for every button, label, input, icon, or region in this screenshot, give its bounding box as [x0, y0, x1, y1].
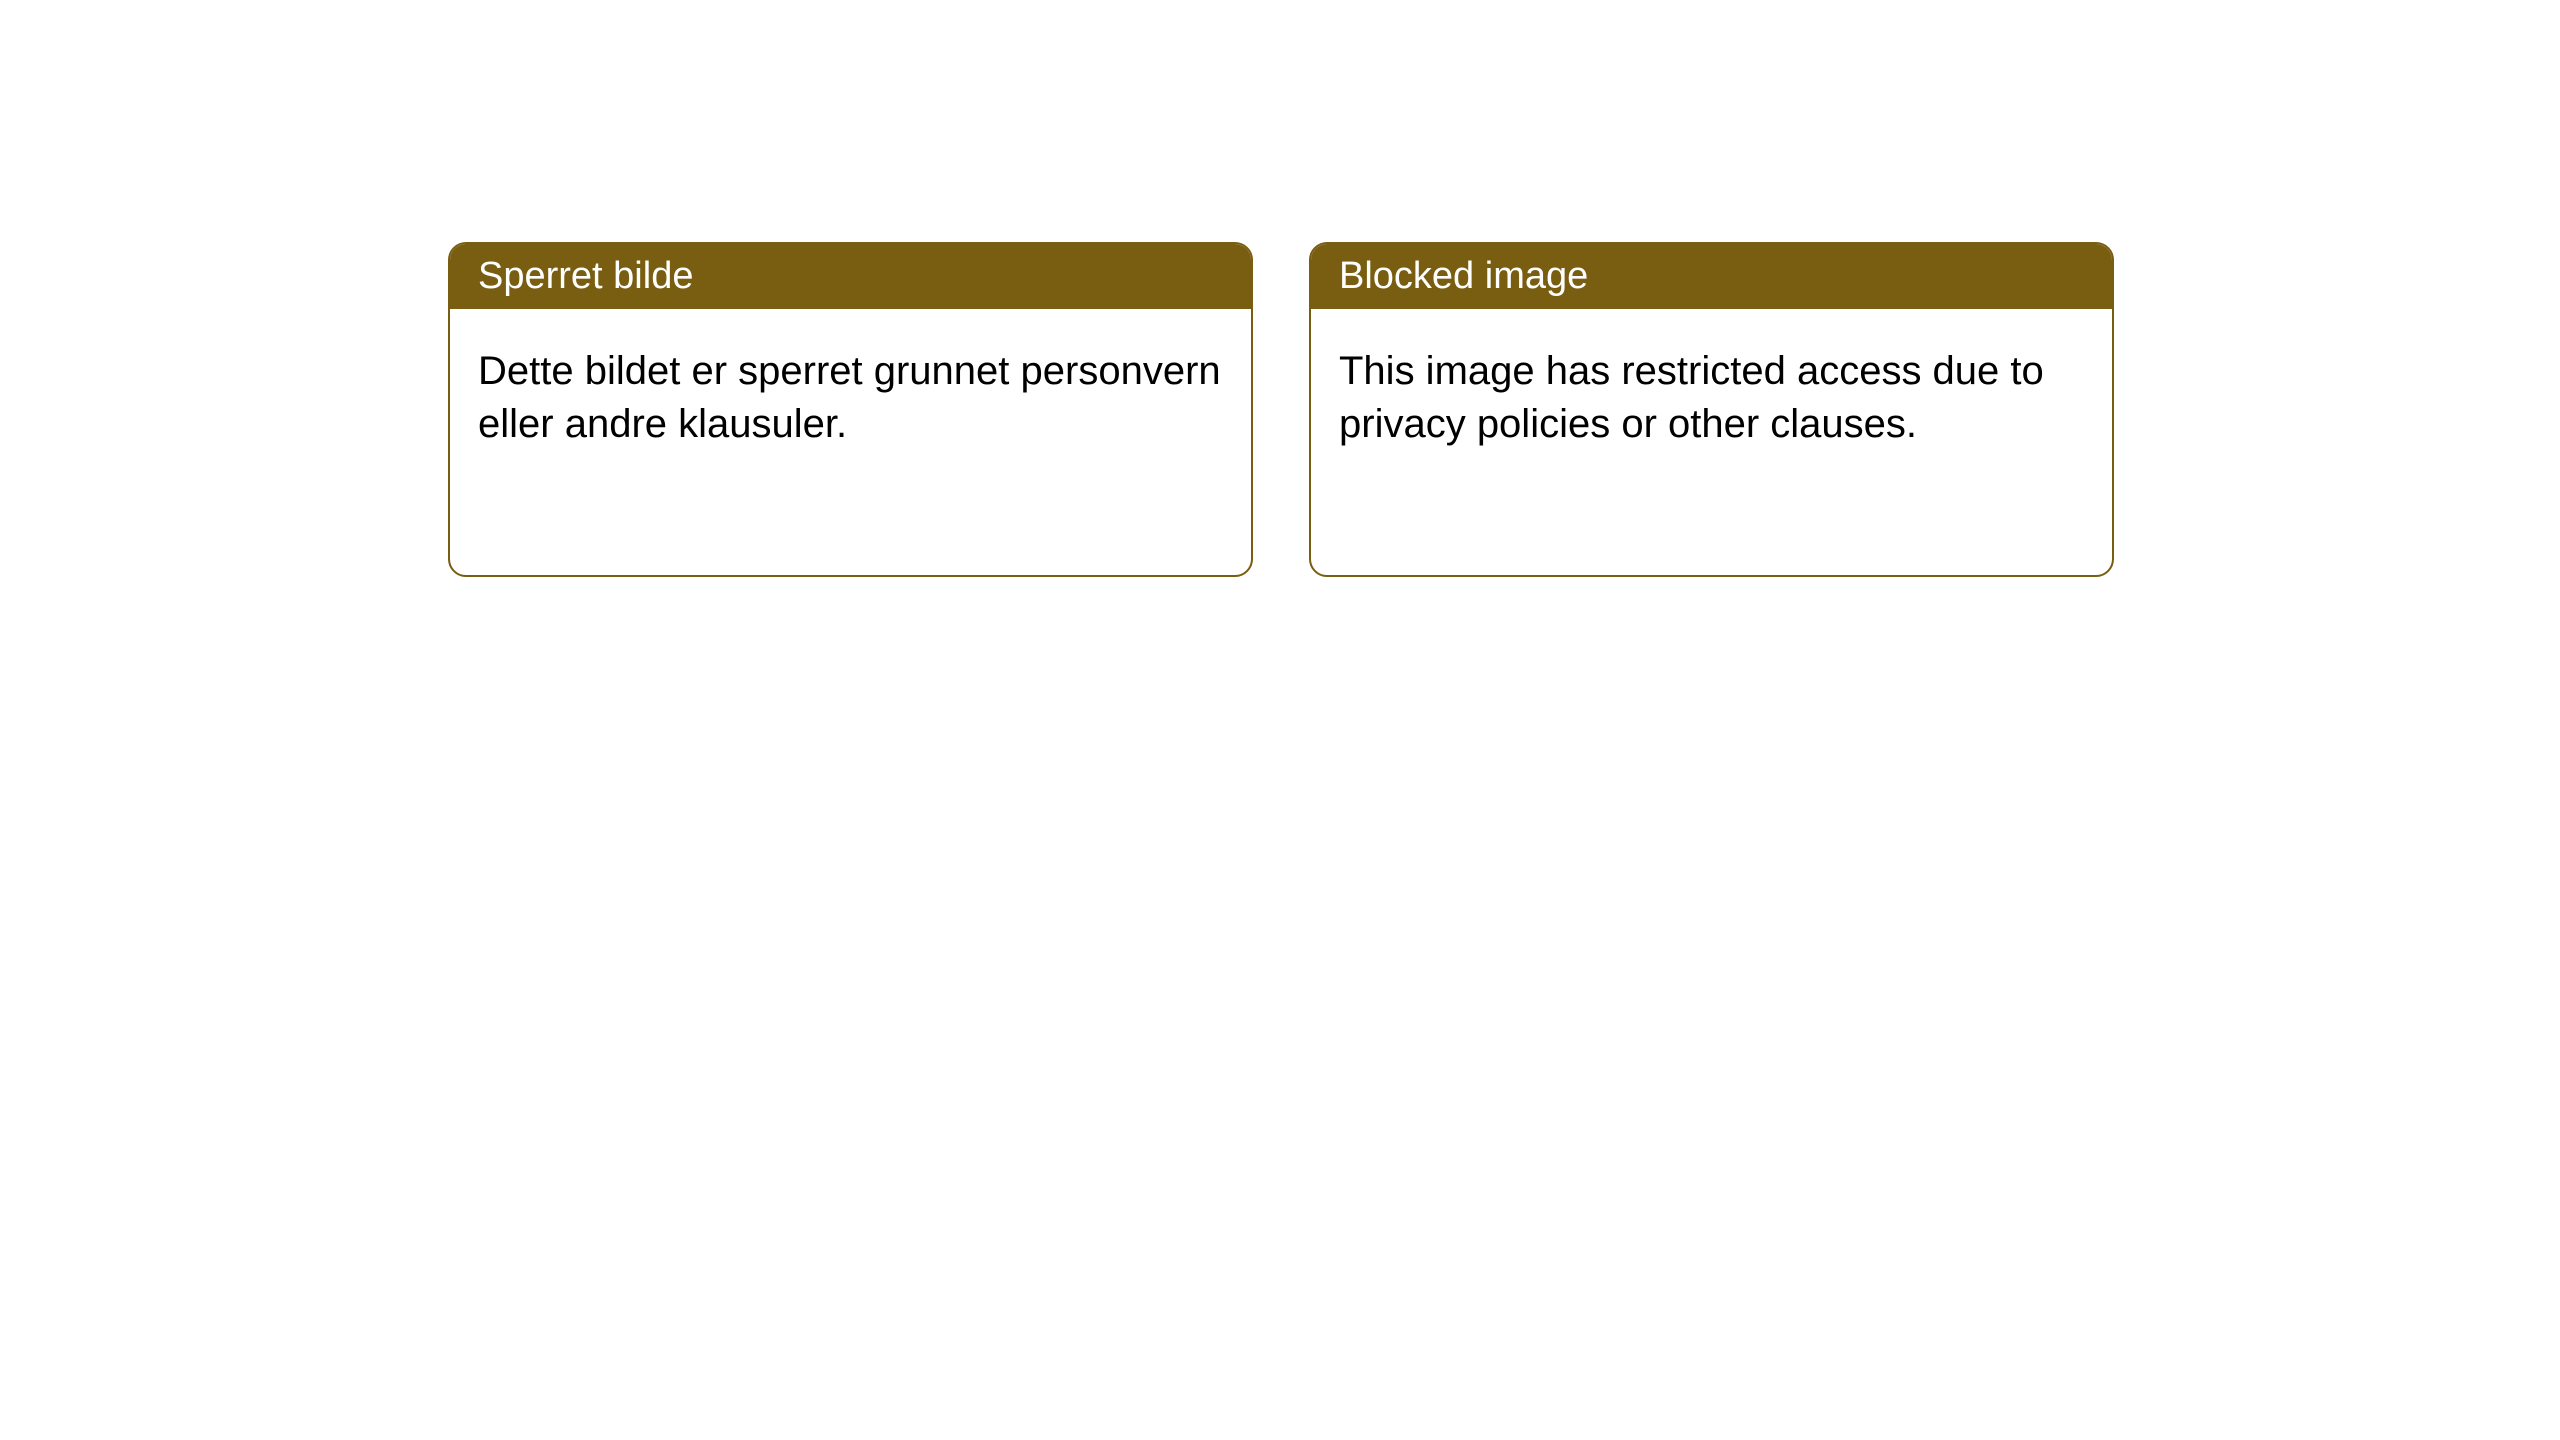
notice-card-english: Blocked image This image has restricted … — [1309, 242, 2114, 577]
notice-card-title: Blocked image — [1339, 255, 1588, 297]
notice-card-body: Dette bildet er sperret grunnet personve… — [450, 309, 1251, 487]
notice-card-body: This image has restricted access due to … — [1311, 309, 2112, 487]
notice-card-norwegian: Sperret bilde Dette bildet er sperret gr… — [448, 242, 1253, 577]
notice-cards-container: Sperret bilde Dette bildet er sperret gr… — [448, 242, 2114, 577]
notice-card-header: Blocked image — [1311, 244, 2112, 309]
notice-card-header: Sperret bilde — [450, 244, 1251, 309]
notice-card-body-text: This image has restricted access due to … — [1339, 349, 2044, 446]
notice-card-title: Sperret bilde — [478, 255, 693, 297]
notice-card-body-text: Dette bildet er sperret grunnet personve… — [478, 349, 1221, 446]
